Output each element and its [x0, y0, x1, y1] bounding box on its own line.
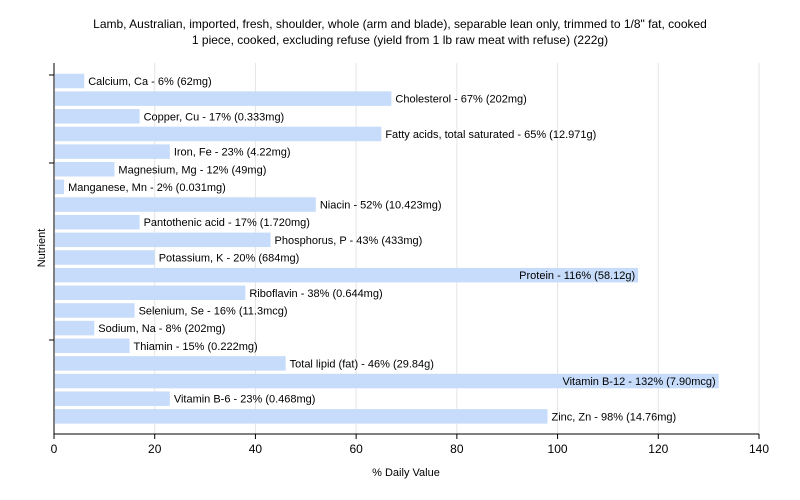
x-axis-title: % Daily Value [372, 467, 440, 479]
x-ticks: 0 20 40 60 80 100 120 140 [51, 434, 769, 456]
bar-label: Zinc, Zn - 98% (14.76mg) [552, 411, 677, 423]
bar-label: Riboflavin - 38% (0.644mg) [249, 288, 382, 300]
bar [55, 91, 392, 106]
x-tick-label: 0 [51, 442, 58, 456]
x-tick-label: 80 [450, 442, 464, 456]
y-axis-title: Nutrient [36, 229, 48, 268]
bar [55, 73, 85, 89]
x-tick-label: 140 [749, 442, 769, 456]
bar-label: Thiamin - 15% (0.222mg) [134, 341, 258, 353]
bar [55, 197, 316, 212]
grid-lines [154, 63, 760, 434]
bar-label: Sodium, Na - 8% (202mg) [98, 323, 225, 335]
bar-label: Vitamin B-12 - 132% (7.90mcg) [562, 376, 715, 388]
x-tick-label: 40 [249, 442, 263, 456]
bar-label: Fatty acids, total saturated - 65% (12.9… [385, 129, 596, 141]
chart-title-line-2: 1 piece, cooked, excluding refuse (yield… [191, 33, 609, 47]
bar [55, 373, 719, 389]
bar-label: Potassium, K - 20% (684mg) [159, 253, 300, 265]
bar [55, 356, 286, 371]
bar-label: Pantothenic acid - 17% (1.720mg) [144, 217, 310, 229]
bar [55, 162, 115, 177]
bar-label: Copper, Cu - 17% (0.333mg) [144, 111, 285, 123]
bar [55, 303, 135, 318]
bar-label: Vitamin B-6 - 23% (0.468mg) [174, 394, 316, 406]
bar [55, 267, 639, 283]
bar [55, 250, 155, 265]
bar [55, 409, 548, 424]
bar [55, 320, 95, 336]
bar-label: Manganese, Mn - 2% (0.031mg) [68, 182, 226, 194]
bar [55, 391, 170, 406]
bar-label: Selenium, Se - 16% (11.3mcg) [139, 305, 288, 317]
y-ticks [49, 74, 54, 341]
chart-title-line-1: Lamb, Australian, imported, fresh, shoul… [93, 17, 707, 31]
x-tick-label: 20 [148, 442, 162, 456]
bar [55, 338, 130, 353]
x-tick-label: 60 [349, 442, 363, 456]
bar-label: Phosphorus, P - 43% (433mg) [275, 235, 423, 247]
bar [55, 285, 246, 301]
bars: Calcium, Ca - 6% (62mg) Cholesterol - 67%… [55, 73, 719, 424]
bar [55, 109, 140, 124]
bar [55, 144, 170, 159]
bar [55, 214, 140, 230]
bar-label: Iron, Fe - 23% (4.22mg) [174, 147, 291, 159]
bar-label: Calcium, Ca - 6% (62mg) [88, 76, 211, 88]
x-tick-label: 100 [548, 442, 568, 456]
bar [55, 179, 65, 195]
bar-label: Niacin - 52% (10.423mg) [320, 200, 442, 212]
bar-label: Protein - 116% (58.12g) [519, 270, 635, 282]
bar [55, 126, 382, 142]
bar [55, 232, 271, 248]
bar-label: Magnesium, Mg - 12% (49mg) [118, 164, 266, 176]
bar-label: Cholesterol - 67% (202mg) [395, 94, 526, 106]
bar-label: Total lipid (fat) - 46% (29.84g) [290, 358, 434, 370]
axes [53, 63, 759, 435]
x-tick-label: 120 [648, 442, 668, 456]
